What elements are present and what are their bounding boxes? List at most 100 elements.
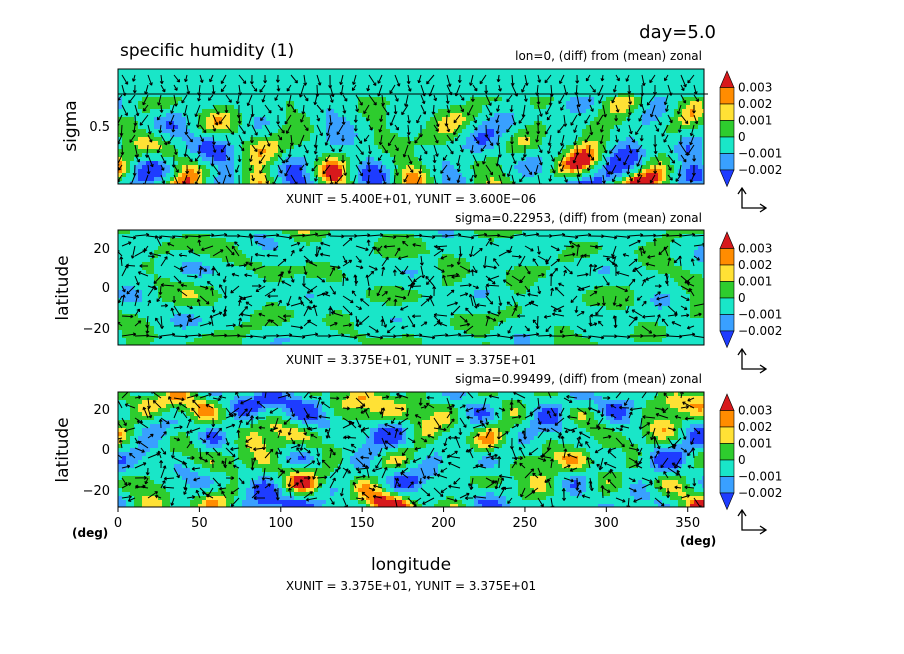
heatmap-cell — [518, 109, 523, 114]
heatmap-cell — [506, 133, 511, 138]
vector-arrow — [246, 114, 253, 128]
heatmap-cell — [122, 133, 127, 138]
heatmap-cell — [642, 101, 647, 106]
heatmap-cell — [546, 153, 551, 158]
heatmap-cell — [270, 165, 275, 170]
heatmap-cell — [558, 129, 563, 134]
heatmap-cell — [402, 125, 407, 130]
heatmap-cell — [414, 85, 419, 90]
heatmap-cell — [702, 230, 704, 235]
heatmap-cell — [674, 137, 679, 142]
heatmap-cell — [258, 109, 263, 114]
heatmap-cell — [626, 173, 631, 178]
heatmap-cell — [514, 73, 519, 78]
heatmap-cell — [414, 89, 419, 94]
heatmap-cell — [698, 125, 703, 130]
heatmap-cell — [578, 81, 583, 86]
heatmap-cell — [578, 125, 583, 130]
heatmap-cell — [366, 109, 371, 114]
heatmap-cell — [222, 129, 227, 134]
heatmap-cell — [694, 125, 699, 130]
heatmap-cell — [170, 149, 175, 154]
heatmap-cell — [650, 157, 655, 162]
heatmap-cell — [270, 169, 275, 174]
heatmap-cell — [534, 177, 539, 182]
heatmap-cell — [670, 125, 675, 130]
heatmap-cell — [646, 105, 651, 110]
heatmap-cell — [182, 101, 187, 106]
heatmap-cell — [438, 145, 443, 150]
heatmap-cell — [310, 117, 315, 122]
heatmap-cell — [330, 169, 335, 174]
heatmap-cell — [438, 105, 443, 110]
vector-arrow — [301, 104, 306, 115]
heatmap-cell — [570, 157, 575, 162]
heatmap-cell — [350, 105, 355, 110]
heatmap-cell — [402, 137, 407, 142]
heatmap-cell — [518, 145, 523, 150]
heatmap-cell — [294, 89, 299, 94]
heatmap-cell — [586, 81, 591, 86]
heatmap-cell — [490, 121, 495, 126]
heatmap-cell — [526, 173, 531, 178]
heatmap-cell — [326, 109, 331, 114]
heatmap-cell — [422, 153, 427, 158]
heatmap-cell — [650, 165, 655, 170]
heatmap-cell — [262, 137, 267, 142]
heatmap-cell — [138, 117, 143, 122]
heatmap-cell — [658, 153, 663, 158]
heatmap-cell — [498, 173, 503, 178]
heatmap-cell — [442, 109, 447, 114]
heatmap-cell — [554, 81, 559, 86]
vector-arrow — [407, 134, 412, 145]
heatmap-cell — [202, 97, 207, 102]
heatmap-cell — [562, 137, 567, 142]
heatmap-cell — [442, 81, 447, 86]
heatmap-cell — [694, 85, 699, 90]
heatmap-cell — [490, 101, 495, 106]
heatmap-cell — [658, 105, 663, 110]
heatmap-cell — [406, 85, 411, 90]
heatmap-cell — [606, 81, 611, 86]
heatmap-cell — [698, 149, 703, 154]
heatmap-cell — [134, 125, 139, 130]
heatmap-cell — [398, 129, 403, 134]
heatmap-cell — [662, 117, 667, 122]
heatmap-cell — [286, 81, 291, 86]
heatmap-cell — [162, 133, 167, 138]
heatmap-cell — [154, 181, 159, 184]
heatmap-cell — [470, 141, 475, 146]
heatmap-cell — [134, 169, 139, 174]
heatmap-cell — [410, 133, 415, 138]
heatmap-cell — [578, 149, 583, 154]
heatmap-cell — [674, 81, 679, 86]
heatmap-cell — [382, 149, 387, 154]
heatmap-cell — [702, 93, 704, 98]
heatmap-cell — [486, 230, 491, 235]
heatmap-cell — [178, 125, 183, 130]
heatmap-cell — [686, 109, 691, 114]
heatmap-cell — [466, 173, 471, 178]
vector-arrow — [496, 74, 501, 83]
heatmap-cell — [458, 169, 463, 174]
heatmap-cell — [470, 181, 475, 184]
heatmap-cell — [394, 101, 399, 106]
heatmap-cell — [478, 117, 483, 122]
heatmap-cell — [658, 77, 663, 82]
heatmap-cell — [698, 73, 703, 78]
heatmap-cell — [370, 101, 375, 106]
heatmap-cell — [362, 93, 367, 98]
heatmap-cell — [494, 145, 499, 150]
heatmap-cell — [118, 153, 123, 158]
heatmap-cell — [538, 121, 543, 126]
heatmap-cell — [630, 97, 635, 102]
heatmap-cell — [474, 89, 479, 94]
heatmap-cell — [154, 145, 159, 150]
heatmap-cell — [602, 177, 607, 182]
heatmap-cell — [174, 117, 179, 122]
heatmap-cell — [158, 230, 163, 235]
heatmap-cell — [530, 81, 535, 86]
heatmap-cell — [546, 93, 551, 98]
heatmap-cell — [622, 169, 627, 174]
heatmap-cell — [278, 133, 283, 138]
